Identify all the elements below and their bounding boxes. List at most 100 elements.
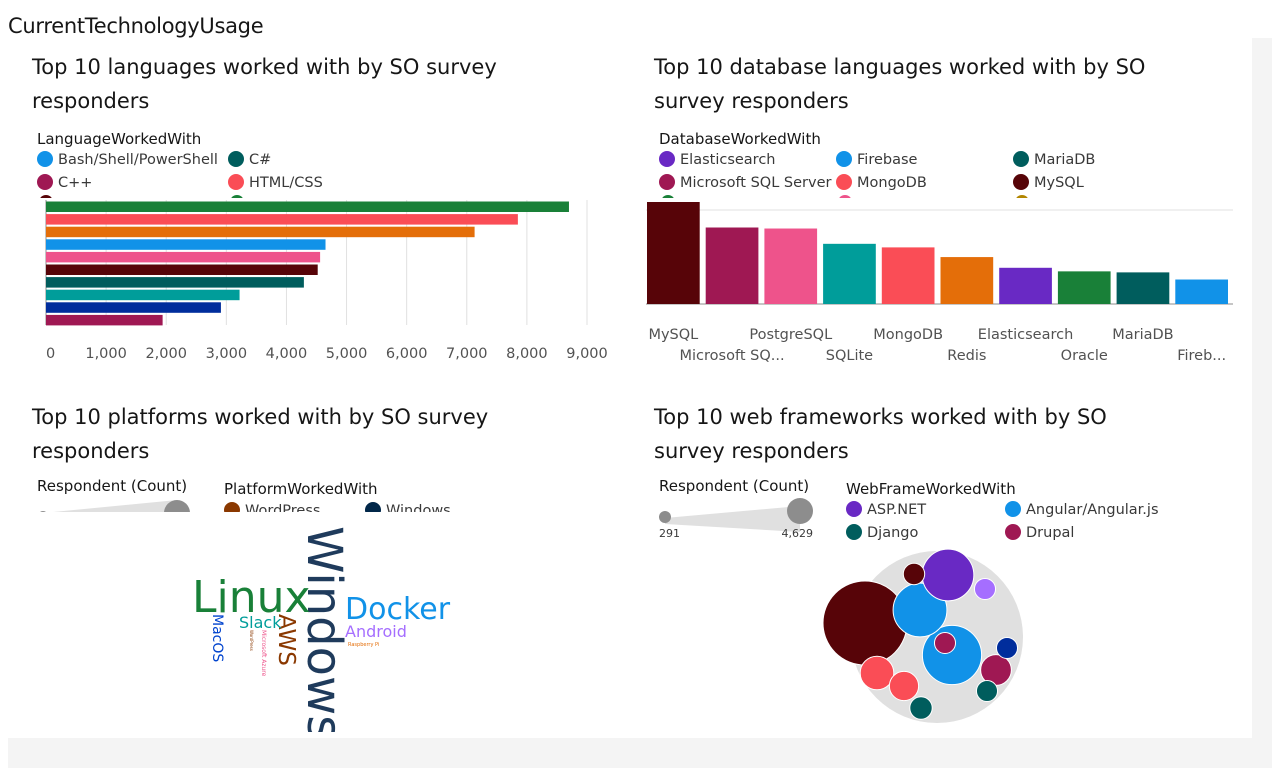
mariadb-swatch: [1013, 151, 1029, 167]
legend-label: MySQL: [1034, 175, 1084, 191]
bar[interactable]: [823, 243, 876, 304]
drupal-swatch: [1005, 524, 1021, 540]
word-wordpress[interactable]: WordPress: [249, 630, 254, 651]
django-swatch: [846, 524, 862, 540]
platforms-size-legend-title: Respondent (Count): [37, 477, 188, 495]
legend-label: C++: [58, 175, 93, 191]
legend-item-wordpress[interactable]: WordPress: [224, 502, 320, 512]
legend-label: Bash/Shell/PowerShell: [58, 152, 218, 168]
bar[interactable]: [999, 267, 1052, 304]
bar[interactable]: [881, 247, 935, 304]
platforms-title-line1: Top 10 platforms worked with by SO surve…: [32, 405, 489, 429]
platforms-tile[interactable]: Top 10 platforms worked with by SO surve…: [8, 388, 624, 733]
legend-item-windows[interactable]: Windows: [365, 502, 451, 512]
webframes-tile[interactable]: Top 10 web frameworks worked with by SO …: [630, 388, 1242, 733]
bar[interactable]: [1116, 272, 1170, 304]
legend-item-angular[interactable]: Angular/Angular.js: [1005, 501, 1159, 518]
word-macos[interactable]: MacOS: [209, 614, 225, 662]
bubble[interactable]: [859, 655, 895, 691]
csharp-swatch: [228, 151, 244, 167]
x-tick-label: 5,000: [326, 346, 368, 362]
bar[interactable]: [46, 251, 321, 263]
bar[interactable]: [1175, 279, 1228, 304]
legend-item-django[interactable]: Django: [846, 524, 918, 541]
mysql-swatch: [1013, 174, 1029, 190]
bar[interactable]: [46, 302, 221, 313]
x-tick-label: Redis: [947, 348, 986, 364]
bar[interactable]: [647, 202, 700, 304]
platforms-legend-title: PlatformWorkedWith: [224, 480, 378, 498]
bubble[interactable]: [888, 670, 920, 702]
bubble[interactable]: [975, 679, 999, 703]
languages-legend-title: LanguageWorkedWith: [37, 130, 202, 148]
legend-label: Angular/Angular.js: [1026, 502, 1159, 518]
legend-item-mssql[interactable]: Microsoft SQL Server: [659, 174, 831, 191]
bar[interactable]: [46, 277, 304, 288]
legend-item-mysql[interactable]: MySQL: [1013, 174, 1084, 191]
bar[interactable]: [46, 239, 326, 250]
databases-tile[interactable]: Top 10 database languages worked with by…: [630, 38, 1242, 383]
languages-legend: Bash/Shell/PowerShell C# C++ HTML/CSS: [37, 151, 597, 198]
bubble[interactable]: [909, 696, 933, 720]
legend-label: Drupal: [1026, 525, 1075, 541]
bubble[interactable]: [921, 548, 975, 602]
languages-title-line2: responders: [32, 89, 150, 113]
bar[interactable]: [46, 214, 518, 225]
legend-item-mariadb[interactable]: MariaDB: [1013, 151, 1095, 168]
bubble[interactable]: [933, 631, 957, 655]
webframes-size-legend: 291 4,629: [659, 498, 813, 540]
bar[interactable]: [46, 201, 569, 213]
bubble[interactable]: [995, 636, 1019, 660]
legend-label: Windows: [386, 503, 451, 512]
legend-item-cpp[interactable]: C++: [37, 174, 92, 191]
word-slack[interactable]: Slack: [239, 613, 282, 632]
size-legend-min: 291: [659, 527, 680, 540]
aspnet-swatch: [846, 501, 862, 517]
bar[interactable]: [46, 264, 318, 276]
word-aws[interactable]: AWS: [273, 614, 299, 666]
dashboard-canvas: [8, 38, 1252, 738]
word-android[interactable]: Android: [345, 622, 407, 641]
bar[interactable]: [1057, 271, 1111, 304]
bar[interactable]: [46, 314, 163, 326]
databases-legend: Elasticsearch Firebase MariaDB Microsoft…: [659, 151, 1219, 198]
word-docker[interactable]: Docker: [345, 592, 451, 627]
dashboard-title: CurrentTechnologyUsage: [8, 14, 264, 38]
legend-item-aspnet[interactable]: ASP.NET: [846, 501, 926, 518]
platforms-word-cloud[interactable]: Windows Linux Docker AWS Slack Android M…: [8, 512, 624, 732]
legend-item-mongodb[interactable]: MongoDB: [836, 174, 927, 191]
bar[interactable]: [764, 228, 818, 304]
canvas-footer-band: [8, 738, 1272, 768]
legend-label: WordPress: [245, 503, 321, 512]
languages-tile[interactable]: Top 10 languages worked with by SO surve…: [8, 38, 624, 383]
bubble[interactable]: [902, 562, 926, 586]
legend-item-csharp[interactable]: C#: [228, 151, 271, 168]
languages-bar-chart[interactable]: 0 1,000 2,000 3,000 4,000 5,000 6,000 7,000 8,00…: [8, 198, 624, 378]
x-tick-label: 1,000: [85, 346, 127, 362]
legend-item-drupal[interactable]: Drupal: [1005, 524, 1074, 541]
bubble[interactable]: [973, 577, 997, 601]
word-windows[interactable]: Windows: [296, 526, 352, 732]
platforms-legend: WordPress Windows: [224, 502, 584, 512]
bar[interactable]: [46, 289, 240, 301]
databases-bar-chart[interactable]: MySQL Microsoft SQ... PostgreSQL SQLiteMong…: [630, 198, 1242, 378]
legend-item-bash[interactable]: Bash/Shell/PowerShell: [37, 151, 218, 168]
size-legend-wedge: [40, 500, 190, 512]
databases-title: Top 10 database languages worked with by…: [654, 50, 1145, 118]
cpp-swatch: [37, 174, 53, 190]
bar[interactable]: [940, 257, 994, 304]
webframes-legend: ASP.NET Angular/Angular.js Django Drupal: [846, 501, 1226, 546]
legend-item-firebase[interactable]: Firebase: [836, 151, 917, 168]
bar[interactable]: [46, 226, 475, 238]
webframes-bubble-chart[interactable]: [630, 543, 1242, 733]
bar[interactable]: [705, 227, 759, 305]
word-linux[interactable]: Linux: [192, 572, 311, 623]
x-tick-label: MongoDB: [873, 327, 943, 343]
word-raspberry-pi[interactable]: Raspberry Pi: [348, 642, 379, 648]
legend-item-htmlcss[interactable]: HTML/CSS: [228, 174, 323, 191]
bubble[interactable]: [822, 580, 908, 666]
webframes-size-legend-title: Respondent (Count): [659, 477, 810, 495]
legend-label: HTML/CSS: [249, 175, 323, 191]
legend-item-elasticsearch[interactable]: Elasticsearch: [659, 151, 775, 168]
word-microsoft-azure[interactable]: Microsoft Azure: [260, 630, 267, 677]
